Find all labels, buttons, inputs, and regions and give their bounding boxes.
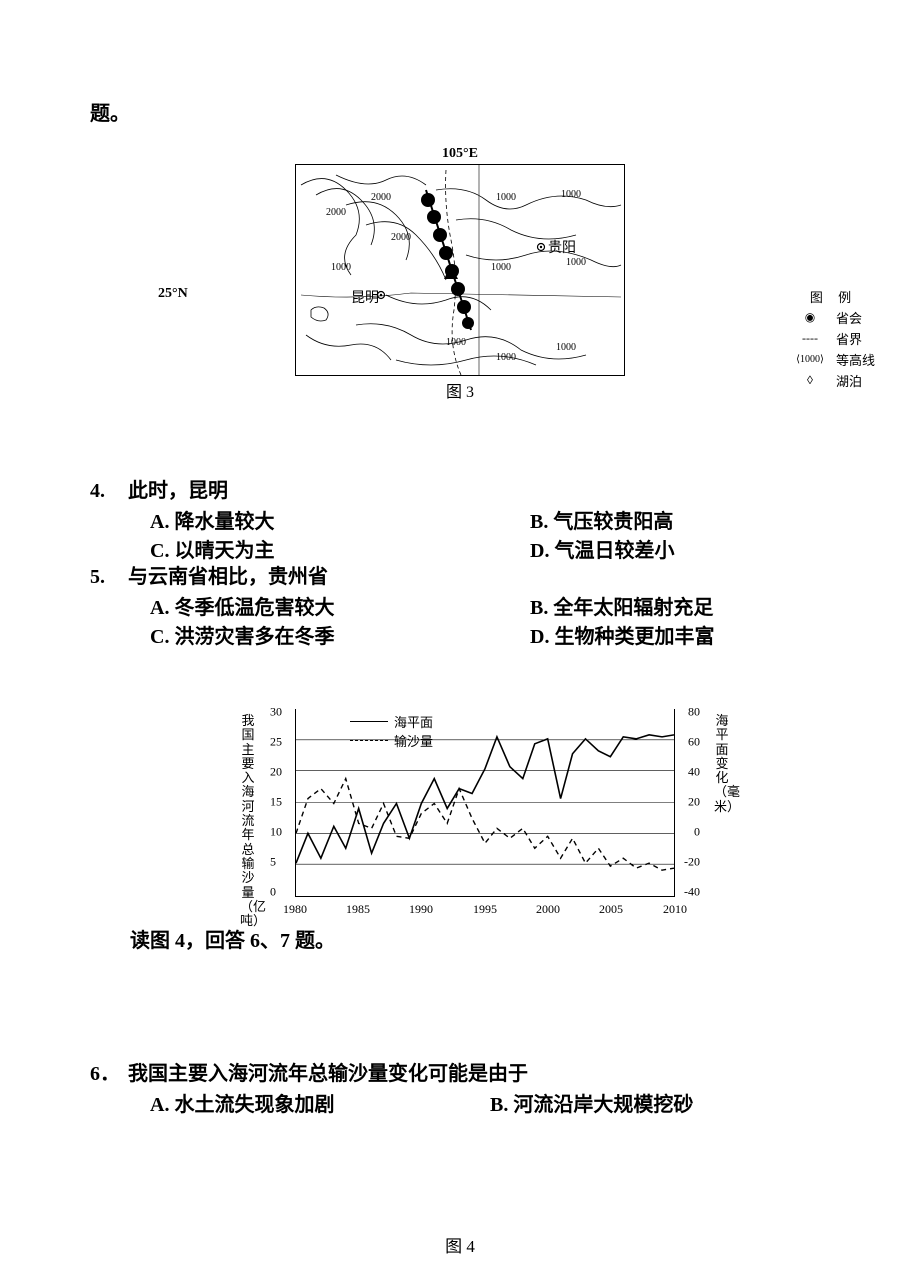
chart-left-axis-label: 我国主要入海河流年总输沙量（亿吨） bbox=[240, 714, 256, 928]
xtick: 2000 bbox=[536, 902, 560, 917]
legend-symbol: ◊ bbox=[792, 373, 828, 388]
q4-stem-line: 4.此时，昆明 bbox=[90, 477, 830, 505]
legend-sea-row: 海平面 bbox=[350, 712, 433, 731]
q4-option-d: D. 气温日较差小 bbox=[530, 534, 830, 563]
city-kunming: 昆明 bbox=[351, 287, 379, 307]
q5-stem: 与云南省相比，贵州省 bbox=[128, 566, 328, 588]
q4-stem: 此时，昆明 bbox=[128, 480, 228, 502]
ytick-right: -20 bbox=[684, 855, 700, 870]
map-box: 2000 2000 2000 1000 1000 1000 1000 1000 … bbox=[295, 164, 625, 376]
ytick-left: 20 bbox=[270, 765, 282, 780]
legend-symbol: ⟨1000⟩ bbox=[792, 354, 828, 365]
q5-option-a: A. 冬季低温危害较大 bbox=[150, 591, 530, 620]
ytick-left: 0 bbox=[270, 885, 276, 900]
legend-title: 图 例 bbox=[792, 287, 875, 306]
legend-symbol: ◉ bbox=[792, 310, 828, 325]
legend-row: ---- 省界 bbox=[792, 329, 875, 348]
q6-options-1: A. 水土流失现象加剧 B. 河流沿岸大规模挖砂 bbox=[150, 1088, 830, 1117]
legend-sea-label: 海平面 bbox=[394, 712, 433, 731]
q6-option-a: A. 水土流失现象加剧 bbox=[150, 1088, 490, 1117]
ytick-right: 0 bbox=[694, 825, 700, 840]
map-legend: 图 例 ◉ 省会 ---- 省界 ⟨1000⟩ 等高线 ◊ 湖泊 bbox=[792, 287, 875, 392]
xtick: 2010 bbox=[663, 902, 687, 917]
ytick-right: 40 bbox=[688, 765, 700, 780]
svg-text:1000: 1000 bbox=[331, 262, 351, 273]
svg-text:1000: 1000 bbox=[491, 262, 511, 273]
map-left-label: 25°N bbox=[158, 286, 188, 302]
legend-row: ◉ 省会 bbox=[792, 308, 875, 327]
svg-text:1000: 1000 bbox=[496, 352, 516, 363]
q4-option-b: B. 气压较贵阳高 bbox=[530, 505, 830, 534]
q4-option-c: C. 以晴天为主 bbox=[150, 534, 530, 563]
ytick-left: 5 bbox=[270, 855, 276, 870]
legend-row: ⟨1000⟩ 等高线 bbox=[792, 350, 875, 369]
legend-row: ◊ 湖泊 bbox=[792, 371, 875, 390]
q5-num: 5. bbox=[90, 563, 128, 591]
chart-container: 我国主要入海河流年总输沙量（亿吨） 海平面变化（毫米） 0 5 10 15 20… bbox=[240, 704, 730, 919]
legend-symbol: ---- bbox=[792, 331, 828, 346]
svg-text:2000: 2000 bbox=[371, 192, 391, 203]
q6-stem: 我国主要入海河流年总输沙量变化可能是由于 bbox=[128, 1063, 528, 1085]
intro-text: 题。 bbox=[90, 100, 830, 128]
q5-stem-line: 5.与云南省相比，贵州省 bbox=[90, 563, 830, 591]
map-top-label: 105°E bbox=[200, 146, 720, 162]
xtick: 1990 bbox=[409, 902, 433, 917]
read-fig4-text: 读图 4，回答 6、7 题。 bbox=[130, 927, 830, 955]
legend-line-dashed bbox=[350, 740, 388, 741]
svg-text:1000: 1000 bbox=[496, 192, 516, 203]
svg-text:1000: 1000 bbox=[556, 342, 576, 353]
ytick-right: 80 bbox=[688, 705, 700, 720]
legend-sediment-label: 输沙量 bbox=[394, 731, 433, 750]
q6-option-b: B. 河流沿岸大规模挖砂 bbox=[490, 1088, 830, 1117]
legend-label: 湖泊 bbox=[836, 371, 862, 390]
xtick: 1995 bbox=[473, 902, 497, 917]
legend-label: 省界 bbox=[836, 329, 862, 348]
chart-right-axis-label: 海平面变化（毫米） bbox=[714, 714, 730, 814]
ytick-right: 20 bbox=[688, 795, 700, 810]
svg-text:1000: 1000 bbox=[446, 337, 466, 348]
map-svg: 2000 2000 2000 1000 1000 1000 1000 1000 … bbox=[296, 165, 625, 376]
ytick-left: 10 bbox=[270, 825, 282, 840]
q4-options-1: A. 降水量较大 B. 气压较贵阳高 bbox=[150, 505, 830, 534]
legend-line-solid bbox=[350, 721, 388, 722]
ytick-left: 15 bbox=[270, 795, 282, 810]
svg-text:2000: 2000 bbox=[391, 232, 411, 243]
legend-label: 等高线 bbox=[836, 350, 875, 369]
q4-option-a: A. 降水量较大 bbox=[150, 505, 530, 534]
chart-legend: 海平面 输沙量 bbox=[350, 712, 433, 750]
legend-label: 省会 bbox=[836, 308, 862, 327]
svg-text:1000: 1000 bbox=[561, 189, 581, 200]
q6-num: 6． bbox=[90, 1060, 128, 1088]
xtick: 2005 bbox=[599, 902, 623, 917]
q5-option-d: D. 生物种类更加丰富 bbox=[530, 620, 830, 649]
xtick: 1980 bbox=[283, 902, 307, 917]
figure-3-caption: 图 3 bbox=[200, 378, 720, 402]
q5-options-2: C. 洪涝灾害多在冬季 D. 生物种类更加丰富 bbox=[150, 620, 830, 649]
q5-options-1: A. 冬季低温危害较大 B. 全年太阳辐射充足 bbox=[150, 591, 830, 620]
q4-num: 4. bbox=[90, 477, 128, 505]
xtick: 1985 bbox=[346, 902, 370, 917]
ytick-right: -40 bbox=[684, 885, 700, 900]
q6-stem-line: 6．我国主要入海河流年总输沙量变化可能是由于 bbox=[90, 1060, 830, 1088]
figure-3-container: 105°E 25°N bbox=[200, 146, 720, 402]
legend-sediment-row: 输沙量 bbox=[350, 731, 433, 750]
figure-4-caption: 图 4 bbox=[445, 1232, 475, 1257]
svg-text:2000: 2000 bbox=[326, 207, 346, 218]
city-guiyang: 贵阳 bbox=[548, 237, 576, 257]
q5-option-c: C. 洪涝灾害多在冬季 bbox=[150, 620, 530, 649]
q5-option-b: B. 全年太阳辐射充足 bbox=[530, 591, 830, 620]
ytick-left: 25 bbox=[270, 735, 282, 750]
q4-options-2: C. 以晴天为主 D. 气温日较差小 bbox=[150, 534, 830, 563]
ytick-left: 30 bbox=[270, 705, 282, 720]
ytick-right: 60 bbox=[688, 735, 700, 750]
svg-text:1000: 1000 bbox=[566, 257, 586, 268]
